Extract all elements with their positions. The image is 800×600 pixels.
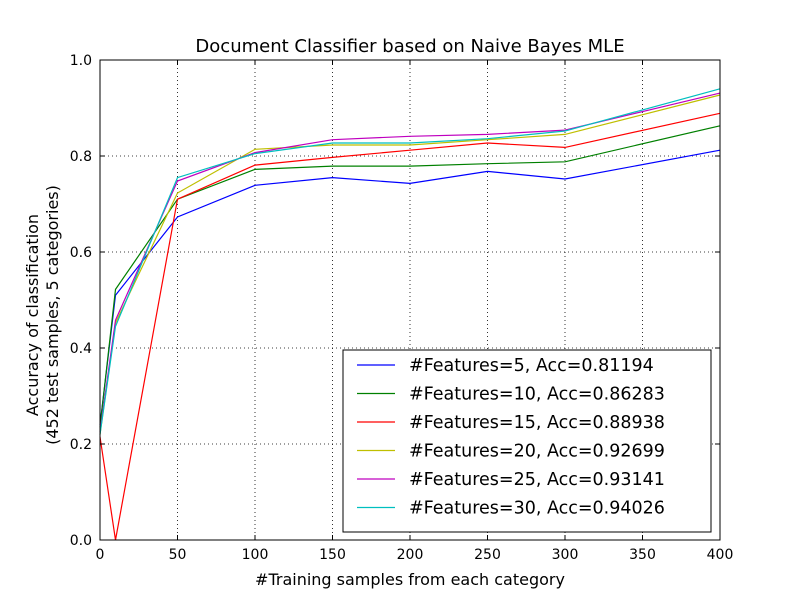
x-tick-label: 50 <box>169 547 187 563</box>
series-lines <box>99 88 721 541</box>
legend-label: #Features=5, Acc=0.81194 <box>409 356 654 376</box>
chart-title: Document Classifier based on Naive Bayes… <box>195 36 624 57</box>
series-line-2 <box>99 125 721 428</box>
x-tick-label: 150 <box>319 547 346 563</box>
x-axis-label: #Training samples from each category <box>255 570 565 589</box>
series-line-6 <box>99 88 721 435</box>
legend-label: #Features=25, Acc=0.93141 <box>409 470 665 490</box>
series-line-5 <box>99 92 721 433</box>
x-tick-label: 250 <box>474 547 501 563</box>
legend-label: #Features=20, Acc=0.92699 <box>409 442 665 462</box>
legend-label: #Features=10, Acc=0.86283 <box>409 385 665 405</box>
y-tick-label: 0.0 <box>70 533 92 549</box>
x-tick-label: 400 <box>707 547 734 563</box>
y-axis-label-line-1: Accuracy of classification <box>23 214 42 416</box>
series-line-4 <box>99 94 721 435</box>
y-tick-label: 0.2 <box>70 437 92 453</box>
x-tick-label: 350 <box>629 547 656 563</box>
series-line-3 <box>99 112 721 541</box>
x-tick-label: 300 <box>552 547 579 563</box>
legend-label: #Features=15, Acc=0.88938 <box>409 413 665 433</box>
y-tick-label: 0.6 <box>70 245 92 261</box>
legend-label: #Features=30, Acc=0.94026 <box>409 499 665 519</box>
legend: #Features=5, Acc=0.81194 #Features=10, Ac… <box>342 349 712 533</box>
y-axis-label-line-2: (452 test samples, 5 categories) <box>43 185 62 445</box>
y-tick-label: 0.4 <box>70 341 92 357</box>
y-tick-label: 0.8 <box>70 149 92 165</box>
x-tick-label: 100 <box>242 547 269 563</box>
axis-ticks: 0 50 100 150 200 250 300 350 400 0.0 0.2 0.4 0.6 0.8 1… <box>70 53 734 563</box>
x-tick-label: 0 <box>96 547 105 563</box>
legend-box <box>342 349 712 533</box>
y-tick-label: 1.0 <box>70 53 92 69</box>
series-line-1 <box>99 149 721 425</box>
x-tick-label: 200 <box>397 547 424 563</box>
